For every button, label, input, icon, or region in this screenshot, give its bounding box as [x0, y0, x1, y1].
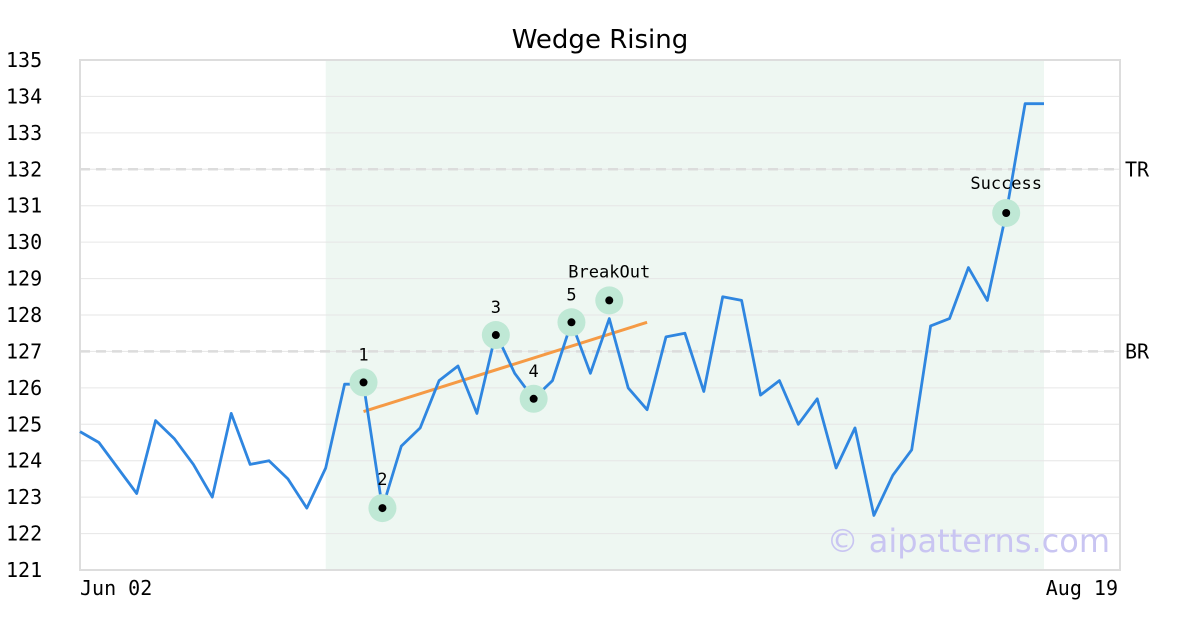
pattern-point-1	[359, 378, 368, 387]
pattern-label-5: 5	[566, 285, 576, 305]
pattern-point-5	[567, 318, 576, 327]
watermark: © aipatterns.com	[827, 522, 1110, 560]
y-tick-label: 135	[6, 48, 42, 72]
y-tick-label: 129	[6, 267, 42, 291]
chart-title: Wedge Rising	[512, 25, 689, 55]
y-tick-label: 126	[6, 376, 42, 400]
pattern-label-1: 1	[358, 345, 368, 365]
pattern-point-breakout	[605, 296, 614, 305]
y-tick-label: 134	[6, 84, 42, 108]
y-tick-label: 133	[6, 121, 42, 145]
reference-label-tr: TR	[1125, 157, 1150, 181]
reference-label-br: BR	[1125, 339, 1150, 363]
pattern-label-3: 3	[491, 298, 501, 318]
y-tick-label: 125	[6, 412, 42, 436]
y-tick-label: 123	[6, 485, 42, 509]
x-tick-label: Aug 19	[1046, 576, 1118, 600]
pattern-label-breakout: BreakOut	[568, 262, 650, 282]
pattern-point-2	[378, 504, 387, 513]
y-tick-label: 128	[6, 303, 42, 327]
y-tick-label: 132	[6, 157, 42, 181]
x-tick-label: Jun 02	[80, 576, 152, 600]
plot-frame	[79, 59, 1121, 571]
pattern-point-3	[491, 331, 500, 340]
y-tick-label: 124	[6, 449, 42, 473]
y-tick-label: 121	[6, 558, 42, 582]
price-line	[79, 102, 1044, 517]
pattern-point-4	[529, 394, 538, 403]
y-tick-label: 130	[6, 230, 42, 254]
pattern-label-2: 2	[377, 470, 387, 490]
y-tick-label: 131	[6, 194, 42, 218]
y-tick-label: 127	[6, 339, 42, 363]
pattern-label-success: Success	[970, 174, 1042, 194]
pattern-label-4: 4	[529, 362, 539, 382]
y-tick-label: 122	[6, 522, 42, 546]
wedge-trend-line	[363, 320, 648, 413]
pattern-point-success	[1002, 209, 1011, 217]
